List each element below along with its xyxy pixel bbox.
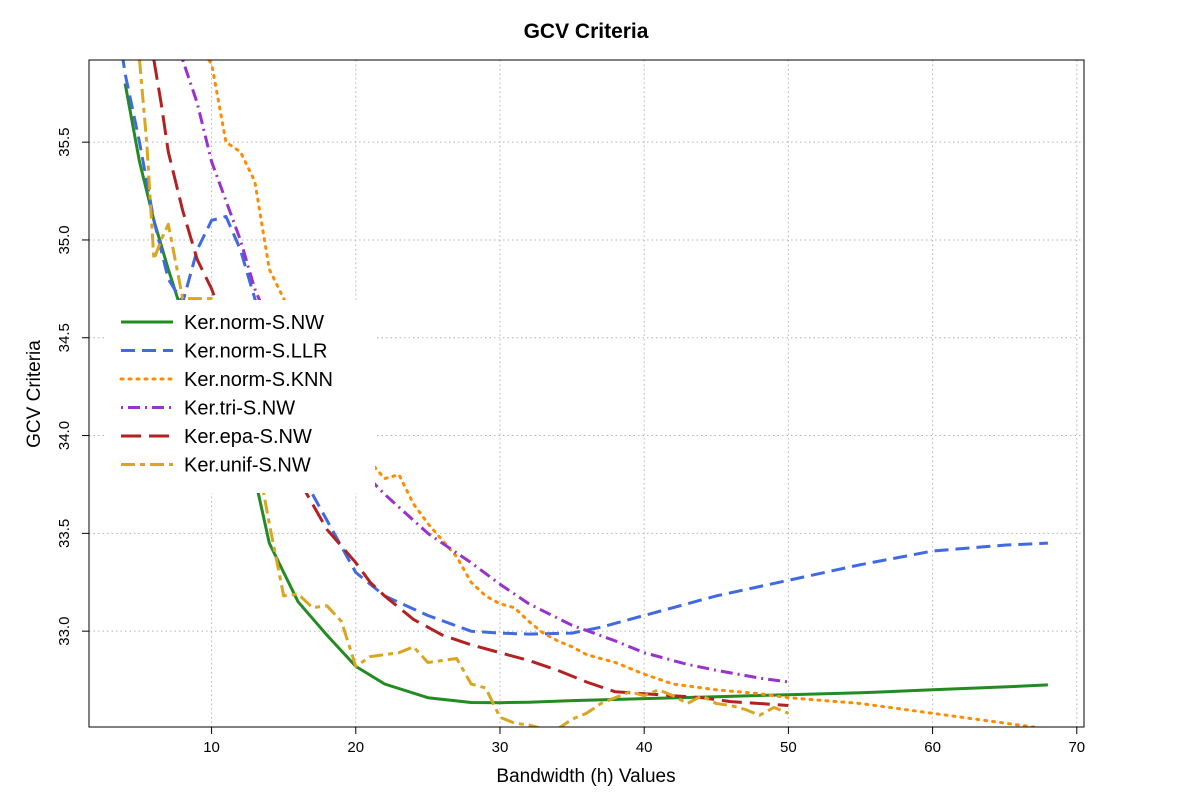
legend: Ker.norm-S.NW Ker.norm-S.LLR Ker.norm-S.KN…	[107, 300, 375, 493]
y-axis-label: GCV Criteria	[24, 340, 45, 448]
legend-label: Ker.norm-S.NW	[184, 312, 324, 334]
series-line-Ker.epa-S.NW	[152, 60, 789, 707]
x-axis-label: Bandwidth (h) Values	[496, 766, 675, 787]
legend-label: Ker.norm-S.LLR	[184, 341, 327, 363]
y-tick-label: 33.5	[56, 519, 73, 548]
x-tick-label: 50	[780, 739, 797, 756]
legend-box	[107, 300, 375, 493]
legend-label: Ker.tri-S.NW	[184, 398, 295, 420]
x-tick-label: 10	[203, 739, 220, 756]
legend-label: Ker.epa-S.NW	[184, 426, 312, 448]
x-tick-label: 40	[636, 739, 653, 756]
x-tick-label: 20	[347, 739, 364, 756]
y-tick-label: 33.0	[56, 617, 73, 646]
series-line-Ker.tri-S.NW	[181, 60, 789, 684]
y-tick-label: 35.5	[56, 128, 73, 157]
legend-label: Ker.unif-S.NW	[184, 455, 311, 477]
y-tick-label: 34.5	[56, 323, 73, 352]
grid	[89, 60, 1084, 727]
plot-frame	[88, 59, 1085, 728]
y-tick-label: 34.0	[56, 421, 73, 450]
axes: 10 20 30 40 50 60 70 33.0 33.5 34.0 34.5 35.0 35.5	[56, 128, 1085, 756]
x-tick-label: 70	[1068, 739, 1085, 756]
series-line-Ker.norm-S.KNN	[206, 60, 1035, 727]
legend-label: Ker.norm-S.KNN	[184, 369, 333, 391]
y-tick-label: 35.0	[56, 225, 73, 254]
x-tick-label: 60	[924, 739, 941, 756]
x-tick-label: 30	[492, 739, 509, 756]
chart-title: GCV Criteria	[524, 20, 649, 43]
